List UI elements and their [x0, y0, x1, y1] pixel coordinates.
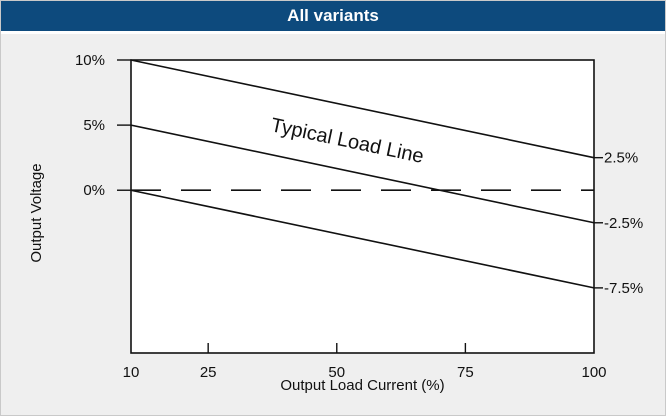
y-tick-label-right: -7.5%: [604, 280, 643, 297]
x-tick-label: 75: [457, 364, 474, 381]
x-tick-label: 100: [581, 364, 606, 381]
y-tick-label-right: -2.5%: [604, 215, 643, 232]
y-tick-label-left: 10%: [75, 52, 105, 69]
y-tick-label-left: 0%: [83, 182, 105, 199]
load-line-3: [130, 189, 595, 289]
ticks-layer: 10 25 50 75 100 10% 5% 0% 2.5% -2.5% -7.5%: [75, 52, 643, 381]
load-line-2: [130, 124, 595, 224]
x-tick-label: 50: [328, 364, 345, 381]
plot-area: [130, 59, 595, 354]
series-layer: [130, 59, 595, 289]
y-tick-label-left: 5%: [83, 117, 105, 134]
x-axis-label: Output Load Current (%): [280, 377, 444, 394]
load-line-1: [130, 59, 595, 159]
y-axis-label: Output Voltage: [28, 163, 45, 262]
x-tick-label: 25: [200, 364, 217, 381]
x-tick-label: 10: [123, 364, 140, 381]
panel-title: All variants: [1, 1, 665, 34]
y-tick-label-right: 2.5%: [604, 150, 638, 167]
